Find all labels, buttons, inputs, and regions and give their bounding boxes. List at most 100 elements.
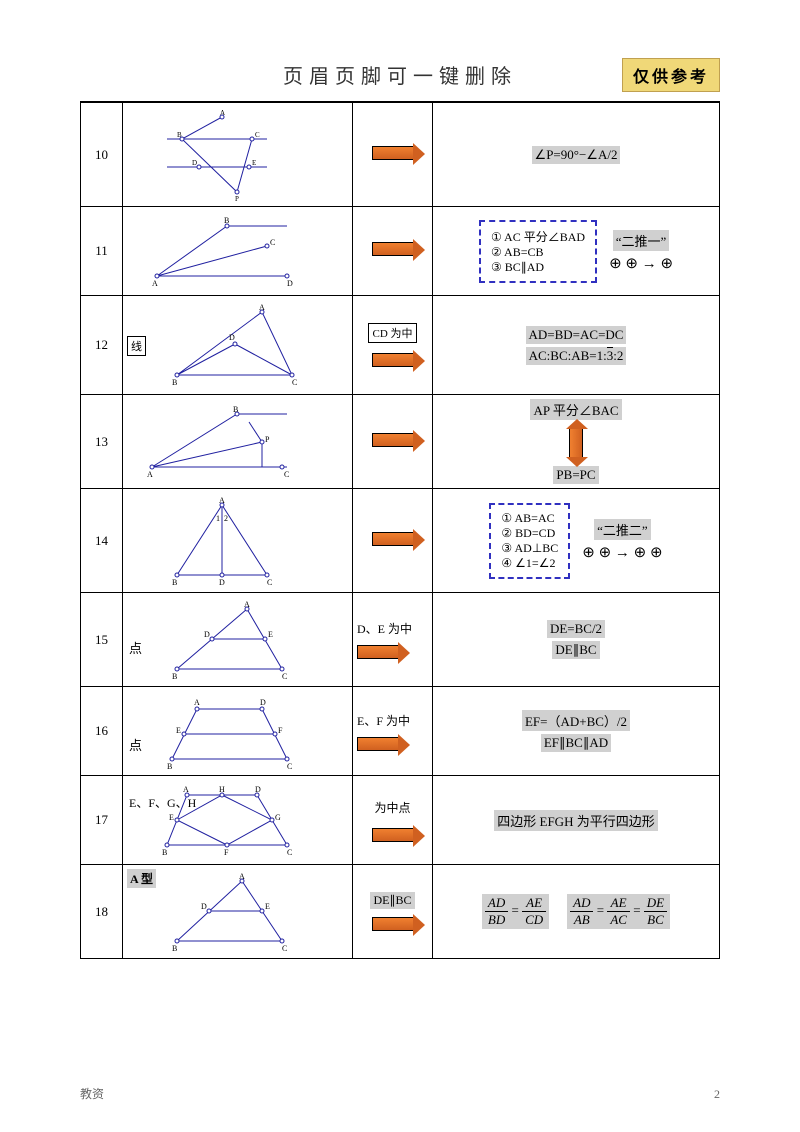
geometry-diagram: ABCP	[127, 402, 307, 482]
result-cell: AP 平分∠BAC PB=PC	[433, 395, 720, 489]
table-row: 15 点 ABC DE D、E 为中 DE=BC/2 DE∥BC	[81, 593, 720, 687]
geometry-table: 10 ABC DEP ∠P=90°−∠A/2 11	[80, 101, 720, 959]
row-index: 15	[81, 593, 123, 687]
result-cell: 四边形 EFGH 为平行四边形	[433, 776, 720, 865]
table-row: 16 点 AD EF BC E、F 为中 EF=（AD+BC）/2 EF∥BC∥…	[81, 687, 720, 776]
figure-cell: ABCD	[123, 207, 353, 296]
ratio-group: ADBD = AECD	[482, 894, 549, 929]
condition-box: ① AB=AC ② BD=CD ③ AD⊥BC ④ ∠1=∠2	[489, 503, 570, 579]
arrow-icon	[357, 737, 399, 751]
svg-text:B: B	[162, 848, 167, 857]
row-index: 13	[81, 395, 123, 489]
svg-text:A: A	[219, 496, 225, 505]
row-index: 10	[81, 102, 123, 207]
svg-text:B: B	[172, 944, 177, 953]
svg-text:B: B	[224, 216, 229, 225]
arrow-cell	[353, 489, 433, 593]
arrow-icon	[372, 532, 414, 546]
result-text: 四边形 EFGH 为平行四边形	[494, 810, 657, 831]
condition-line: ② AB=CB	[491, 245, 585, 260]
result-cell: ① AC 平分∠BAD ② AB=CB ③ BC∥AD “二推一” ⊕ ⊕ → …	[433, 207, 720, 296]
rule-tag: “二推一”	[613, 230, 670, 251]
svg-text:E: E	[169, 813, 174, 822]
svg-text:C: C	[292, 378, 297, 387]
figure-prefix: 线	[127, 336, 146, 356]
geometry-diagram: ABCD 12	[127, 493, 307, 588]
table-row: 12 线 ABCD CD 为中 AD=BD=AC=DC AC:BC:AB=1:3…	[81, 296, 720, 395]
geometry-diagram: ABC DE	[152, 597, 312, 682]
svg-text:A: A	[239, 872, 245, 881]
condition-line: ② BD=CD	[501, 526, 558, 541]
row-index: 14	[81, 489, 123, 593]
figure-prefix: 点	[129, 735, 142, 754]
result-cell: ADBD = AECD ADAB = AEAC = DEBC	[433, 865, 720, 959]
header-title: 页眉页脚可一键删除	[283, 60, 517, 89]
arrow-icon	[372, 353, 414, 367]
svg-text:1: 1	[216, 514, 220, 523]
geometry-diagram: ABCD	[147, 300, 327, 390]
table-row: 14 ABCD 12 ① AB=AC ② BD=CD ③ AD⊥BC ④ ∠1=…	[81, 489, 720, 593]
condition-line: ④ ∠1=∠2	[501, 556, 558, 571]
geometry-diagram: ABCD	[127, 211, 307, 291]
svg-text:A: A	[194, 698, 200, 707]
svg-text:G: G	[275, 813, 281, 822]
svg-text:A: A	[147, 470, 153, 479]
svg-text:A: A	[244, 600, 250, 609]
condition-line: ① AB=AC	[501, 511, 558, 526]
table-row: 17 E、F、G、H AHD EG BFC 为中点 四边形 EFGH 为平行四边…	[81, 776, 720, 865]
svg-text:D: D	[229, 333, 235, 342]
double-arrow-icon	[569, 428, 583, 458]
figure-cell: 点 AD EF BC	[123, 687, 353, 776]
svg-text:C: C	[284, 470, 289, 479]
result-cell: ① AB=AC ② BD=CD ③ AD⊥BC ④ ∠1=∠2 “二推二” ⊕ …	[433, 489, 720, 593]
figure-prefix: A 型	[127, 869, 156, 888]
table-row: 13 ABCP AP 平分∠BAC PB=PC	[81, 395, 720, 489]
arrow-icon	[357, 645, 399, 659]
svg-text:D: D	[219, 578, 225, 587]
svg-text:D: D	[204, 630, 210, 639]
svg-text:D: D	[201, 902, 207, 911]
svg-text:A: A	[183, 785, 189, 794]
arrow-icon	[372, 917, 414, 931]
figure-cell: ABC DEP	[123, 102, 353, 207]
mid-cell: CD 为中	[353, 296, 433, 395]
svg-text:D: D	[255, 785, 261, 794]
mid-cell: E、F 为中	[353, 687, 433, 776]
svg-text:C: C	[255, 131, 260, 139]
result-text: AD=BD=AC=DC	[526, 326, 627, 344]
arrow-icon	[372, 146, 414, 160]
svg-text:A: A	[152, 279, 158, 288]
row-index: 18	[81, 865, 123, 959]
figure-cell: E、F、G、H AHD EG BFC	[123, 776, 353, 865]
symbolic-rule: ⊕ ⊕ → ⊕	[609, 254, 673, 273]
arrow-cell	[353, 207, 433, 296]
mid-cell: D、E 为中	[353, 593, 433, 687]
mid-cell: 为中点	[353, 776, 433, 865]
figure-cell: ABCP	[123, 395, 353, 489]
page-number: 2	[714, 1087, 720, 1102]
result-text: EF∥BC∥AD	[541, 734, 611, 752]
arrow-icon	[372, 242, 414, 256]
svg-text:C: C	[287, 848, 292, 857]
svg-text:A: A	[220, 109, 225, 117]
result-text: AP 平分∠BAC	[530, 399, 621, 420]
row-index: 12	[81, 296, 123, 395]
svg-text:C: C	[267, 578, 272, 587]
figure-prefix: E、F、G、H	[129, 794, 196, 811]
svg-text:C: C	[287, 762, 292, 771]
arrow-icon	[372, 433, 414, 447]
result-cell: DE=BC/2 DE∥BC	[433, 593, 720, 687]
rule-tag: “二推二”	[594, 519, 651, 540]
result-cell: AD=BD=AC=DC AC:BC:AB=1:3:2	[433, 296, 720, 395]
result-text: PB=PC	[553, 466, 598, 484]
geometry-diagram: AHD EG BFC	[137, 780, 307, 860]
figure-cell: ABCD 12	[123, 489, 353, 593]
header-tag: 仅供参考	[622, 58, 720, 92]
svg-text:E: E	[268, 630, 273, 639]
ratio-group: ADAB = AEAC = DEBC	[567, 894, 670, 929]
svg-text:B: B	[172, 378, 177, 387]
svg-text:E: E	[252, 159, 256, 167]
svg-text:B: B	[172, 578, 177, 587]
svg-text:C: C	[270, 238, 275, 247]
geometry-diagram: ABC DE	[147, 869, 307, 954]
